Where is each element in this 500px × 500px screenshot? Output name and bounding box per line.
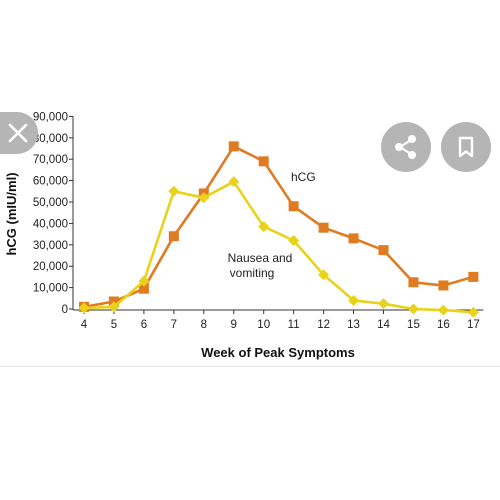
- point-hcg: [138, 283, 149, 294]
- x-tick-label: 15: [407, 319, 420, 331]
- x-tick-label: 5: [111, 319, 117, 331]
- annotations: hCG Nausea and vomiting: [228, 170, 316, 280]
- point-hcg: [378, 245, 389, 256]
- x-tick-label: 11: [288, 319, 300, 331]
- point-nausea-and-vomiting: [168, 185, 180, 197]
- point-nausea-and-vomiting: [378, 298, 389, 310]
- series-line-hcg: [83, 145, 474, 309]
- close-button[interactable]: [0, 112, 38, 154]
- point-nausea-and-vomiting: [228, 176, 240, 188]
- x-tick-label: 4: [81, 319, 88, 331]
- point-hcg: [438, 280, 449, 291]
- x-tick-label: 13: [347, 319, 360, 331]
- point-nausea-and-vomiting: [318, 269, 330, 281]
- point-nausea-and-vomiting: [437, 304, 449, 316]
- point-nausea-and-vomiting: [108, 301, 120, 313]
- share-button[interactable]: [381, 122, 431, 172]
- y-tick-label: 90,000: [33, 111, 68, 123]
- y-tick-label: 60,000: [33, 176, 68, 188]
- point-hcg: [468, 271, 479, 282]
- x-tick-label: 8: [201, 319, 207, 331]
- x-tick-label: 16: [437, 319, 450, 331]
- x-tick-label: 7: [171, 319, 177, 331]
- x-tick-label: 17: [467, 319, 480, 331]
- bookmark-button[interactable]: [441, 122, 491, 172]
- y-tick-label: 80,000: [33, 133, 68, 145]
- point-hcg: [228, 141, 239, 152]
- y-tick-label: 20,000: [33, 261, 68, 273]
- axes: 0 10,000 20,000 30,000 40,000 50,000 60,000 70,…: [33, 111, 484, 331]
- annotation-nausea-line-2: vomiting: [230, 266, 275, 280]
- y-tick-label: 0: [62, 304, 68, 316]
- y-tick-label: 40,000: [33, 218, 68, 230]
- point-nausea-and-vomiting: [288, 235, 300, 247]
- point-nausea-and-vomiting: [348, 294, 360, 306]
- close-icon: [8, 123, 28, 143]
- point-nausea-and-vomiting: [407, 303, 419, 315]
- y-tick-label: 70,000: [33, 154, 68, 166]
- chart-area: 0 10,000 20,000 30,000 40,000 50,000 60,000 70,…: [0, 86, 500, 366]
- x-tick-label: 14: [377, 319, 390, 331]
- x-tick-label: 12: [317, 319, 330, 331]
- hcg-nausea-chart: 0 10,000 20,000 30,000 40,000 50,000 60,000 70,…: [4, 111, 484, 360]
- point-nausea-and-vomiting: [198, 192, 210, 204]
- point-nausea-and-vomiting: [138, 275, 150, 287]
- point-hcg: [408, 277, 419, 288]
- x-tick-label: 10: [257, 319, 270, 331]
- bookmark-icon: [458, 136, 474, 158]
- point-nausea-and-vomiting: [467, 306, 479, 318]
- top-bar: [0, 0, 500, 86]
- y-tick-label: 30,000: [33, 240, 68, 252]
- share-icon: [395, 135, 416, 159]
- y-tick-label: 10,000: [33, 283, 68, 295]
- point-hcg: [288, 201, 299, 212]
- x-tick-label: 6: [141, 319, 147, 331]
- point-nausea-and-vomiting: [258, 221, 270, 233]
- series-layer: [78, 141, 479, 318]
- point-hcg: [168, 231, 179, 242]
- x-tick-label: 9: [231, 319, 237, 331]
- point-nausea-and-vomiting: [78, 302, 90, 314]
- point-hcg: [348, 233, 359, 244]
- point-hcg: [318, 222, 329, 233]
- x-axis-label: Week of Peak Symptoms: [201, 345, 355, 360]
- annotation-hcg: hCG: [291, 170, 316, 184]
- divider: [0, 366, 500, 367]
- series-line-nausea-and-vomiting: [83, 180, 474, 314]
- point-hcg: [258, 156, 269, 167]
- y-tick-label: 50,000: [33, 197, 68, 209]
- annotation-nausea-line-1: Nausea and: [228, 251, 293, 265]
- y-axis-label: hCG (mIU/ml): [4, 172, 19, 255]
